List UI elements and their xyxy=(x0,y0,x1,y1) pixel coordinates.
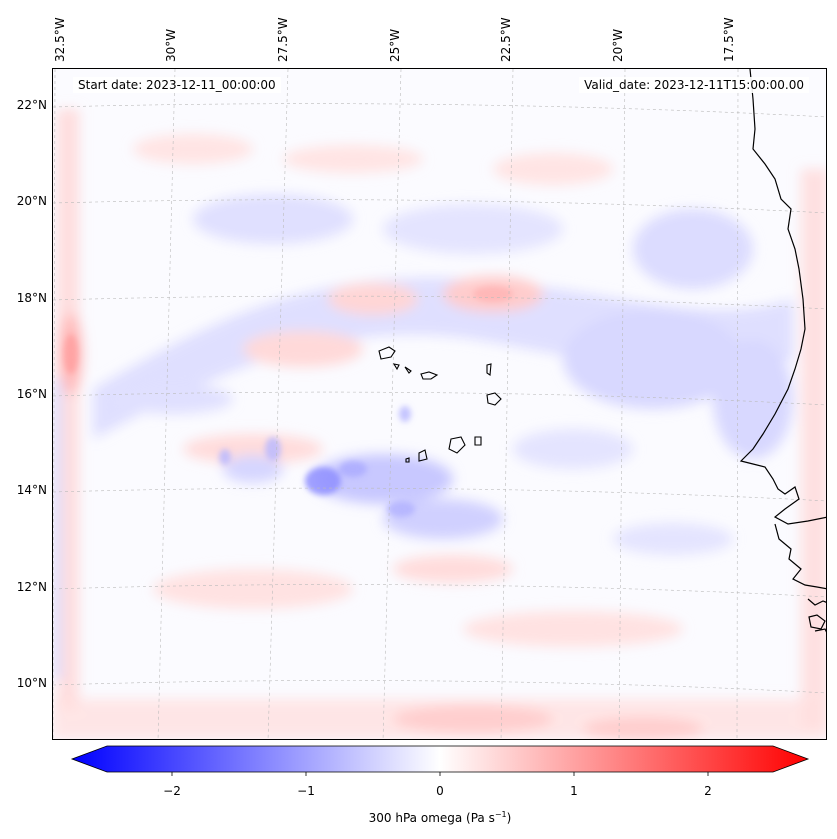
africa-coastline xyxy=(739,69,826,525)
lon-label-25w: 25°W xyxy=(388,28,402,62)
lon-label-17.5w: 17.5°W xyxy=(722,17,736,62)
lon-label-22.5w: 22.5°W xyxy=(499,17,513,62)
lat-label-10n: 10°N xyxy=(16,676,47,690)
lon-label-20w: 20°W xyxy=(611,28,625,62)
omega-map xyxy=(52,68,827,740)
lat-label-16n: 16°N xyxy=(16,387,47,401)
lon-label-30w: 30°W xyxy=(164,28,178,62)
lat-label-14n: 14°N xyxy=(16,483,47,497)
lon-label-27.5w: 27.5°W xyxy=(276,17,290,62)
lat-label-22n: 22°N xyxy=(16,98,47,112)
lat-label-12n: 12°N xyxy=(16,580,47,594)
coastlines xyxy=(739,69,826,633)
colorbar-tick-neg1: −1 xyxy=(297,784,315,798)
colorbar-ticks xyxy=(171,772,709,776)
colorbar xyxy=(70,745,810,773)
lon-label-32.5w: 32.5°W xyxy=(53,17,67,62)
graticule xyxy=(53,69,826,739)
start-date-label: Start date: 2023-12-11_00:00:00 xyxy=(73,77,281,93)
cape-verde-islands xyxy=(378,346,502,463)
colorbar-tick-neg2: −2 xyxy=(163,784,181,798)
omega-field xyxy=(53,109,826,739)
lat-label-20n: 20°N xyxy=(16,194,47,208)
colorbar-tick-1: 1 xyxy=(570,784,578,798)
valid-date-label: Valid_date: 2023-12-11T15:00:00.00 xyxy=(579,77,809,93)
colorbar-label: 300 hPa omega (Pa s−1) xyxy=(368,810,512,825)
lat-label-18n: 18°N xyxy=(16,291,47,305)
map-field-svg xyxy=(53,69,826,739)
colorbar-tick-2: 2 xyxy=(704,784,712,798)
colorbar-tick-0: 0 xyxy=(436,784,444,798)
